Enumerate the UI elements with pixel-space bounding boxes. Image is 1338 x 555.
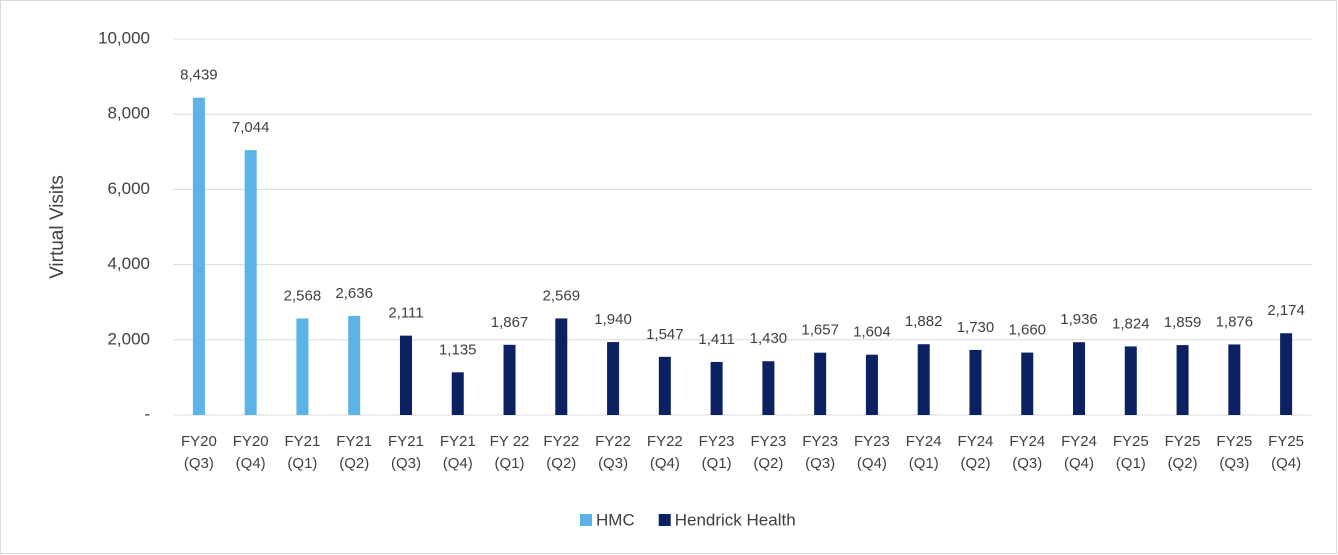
y-tick-label: 4,000 <box>107 254 150 273</box>
bar <box>348 315 361 415</box>
y-tick-label: 6,000 <box>107 179 150 198</box>
legend-swatch <box>580 514 592 526</box>
bar <box>192 97 205 415</box>
x-tick-label: FY24 (Q2) <box>958 433 994 472</box>
x-tick-label: FY24 (Q3) <box>1009 433 1045 472</box>
data-label: 1,940 <box>594 311 632 328</box>
x-tick-label: FY23 (Q3) <box>802 433 838 472</box>
x-tick-label: FY20 (Q4) <box>233 433 269 472</box>
x-tick-label: FY25 (Q4) <box>1268 433 1304 472</box>
bar <box>451 372 464 415</box>
data-label: 1,936 <box>1060 311 1098 328</box>
bar <box>969 349 982 415</box>
y-tick-label: 8,000 <box>107 104 150 123</box>
data-label: 1,604 <box>853 324 891 341</box>
bar <box>1124 346 1137 415</box>
bar <box>244 150 257 415</box>
bar <box>865 354 878 415</box>
data-label: 1,867 <box>491 314 529 331</box>
data-label: 8,439 <box>180 67 218 84</box>
data-label: 1,882 <box>905 313 943 330</box>
bar <box>607 342 620 415</box>
bar <box>296 318 309 415</box>
bar <box>503 344 516 415</box>
data-label: 2,174 <box>1267 302 1305 319</box>
bar <box>762 361 775 415</box>
y-tick-label: 2,000 <box>107 329 150 348</box>
y-tick-label: - <box>144 404 150 423</box>
data-label: 7,044 <box>232 119 270 136</box>
data-label: 1,547 <box>646 326 684 343</box>
x-tick-label: FY 22 (Q1) <box>490 433 530 472</box>
x-tick-label: FY25 (Q3) <box>1216 433 1252 472</box>
legend-label: HMC <box>596 510 635 529</box>
bar <box>1021 352 1034 415</box>
x-tick-label: FY23 (Q4) <box>854 433 890 472</box>
legend-label: Hendrick Health <box>675 510 796 529</box>
bar <box>1280 333 1293 415</box>
data-label: 1,411 <box>698 331 734 348</box>
y-axis-label: Virtual Visits <box>47 175 68 279</box>
x-tick-label: FY25 (Q1) <box>1113 433 1149 472</box>
bar <box>1176 345 1189 415</box>
bar <box>658 356 671 415</box>
x-tick-label: FY22 (Q2) <box>543 433 579 472</box>
data-label: 2,569 <box>543 287 581 304</box>
x-tick-label: FY20 (Q3) <box>181 433 217 472</box>
data-label: 2,111 <box>388 305 423 322</box>
data-label: 1,876 <box>1216 313 1254 330</box>
x-tick-label: FY21 (Q1) <box>285 433 321 472</box>
data-label: 2,636 <box>335 285 373 302</box>
data-label: 1,824 <box>1112 315 1150 332</box>
x-tick-label: FY22 (Q4) <box>647 433 683 472</box>
x-tick-label: FY21 (Q2) <box>336 433 372 472</box>
bar <box>1228 344 1241 415</box>
bar <box>814 352 827 415</box>
legend-swatch <box>658 514 671 526</box>
bar <box>917 344 930 415</box>
data-label: 1,657 <box>801 322 839 339</box>
bar <box>710 361 723 415</box>
data-label: 1,660 <box>1008 322 1046 339</box>
data-label: 1,135 <box>439 341 477 358</box>
x-tick-label: FY23 (Q1) <box>699 433 735 472</box>
x-tick-label: FY23 (Q2) <box>750 433 786 472</box>
x-tick-label: FY21 (Q4) <box>440 433 476 472</box>
x-tick-label: FY21 (Q3) <box>388 433 424 472</box>
data-label: 1,859 <box>1164 314 1202 331</box>
x-tick-label: FY24 (Q4) <box>1061 433 1097 472</box>
bar <box>555 318 568 415</box>
data-label: 1,730 <box>957 319 995 336</box>
x-tick-label: FY22 (Q3) <box>595 433 631 472</box>
x-tick-label: FY24 (Q1) <box>906 433 942 472</box>
bar <box>399 335 412 415</box>
x-tick-label: FY25 (Q2) <box>1165 433 1201 472</box>
data-label: 2,568 <box>284 287 322 304</box>
y-tick-label: 10,000 <box>98 28 150 47</box>
data-label: 1,430 <box>750 330 788 347</box>
bar <box>1073 342 1086 415</box>
